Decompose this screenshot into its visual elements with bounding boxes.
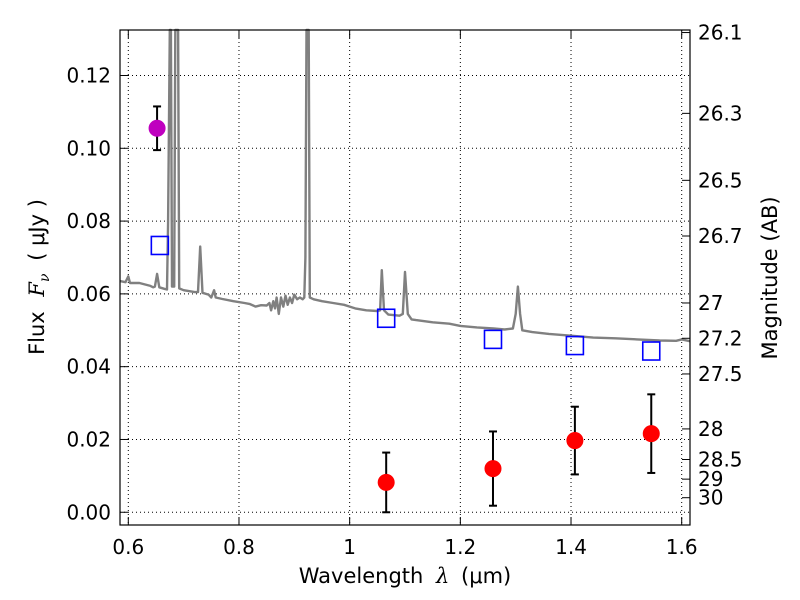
y2-tick-label: 27.5 [698,362,743,386]
y2-axis-label: Magnitude (AB) [758,196,782,359]
model-photometry-point [483,329,503,350]
y-axis-label: Flux Fν ( μJy ) [25,199,54,355]
tick-layer [120,30,690,525]
observed-point [148,119,166,137]
y2-tick-label: 27 [698,291,723,315]
y2-tick-label: 26.1 [698,21,743,45]
observed-point [642,425,660,443]
x-tick-label: 1.6 [666,535,698,559]
x-tick-label: 1.2 [444,535,476,559]
y-tick-label: 0.06 [66,282,111,306]
y2-tick-label: 27.2 [698,326,743,350]
y-tick-label: 0.04 [66,355,111,379]
observed-point [484,460,502,478]
y-tick-label: 0.08 [66,209,111,233]
marker-layer [148,105,661,514]
model-photometry-point [565,335,585,356]
y2-tick-label: 26.3 [698,101,743,125]
y2-tick-label: 28 [698,417,723,441]
model-photometry-point [641,341,661,361]
y-tick-label: 0.10 [66,136,111,160]
observed-point [377,473,395,491]
observed-point [566,432,584,450]
spectrum-line [119,28,691,343]
spectrum-layer [119,28,691,343]
x-tick-labels: 0.6 0.8 1 1.2 1.4 1.6 [112,535,697,559]
x-tick-label: 0.6 [112,535,144,559]
y2-tick-label: 30 [698,486,723,510]
plot-area [119,28,691,526]
model-photometry-point [376,308,396,329]
model-photometry-point [150,235,170,256]
x-tick-label: 0.8 [223,535,255,559]
y2-tick-label: 26.5 [698,168,743,192]
y-tick-label: 0.12 [66,63,111,87]
y-tick-label: 0.00 [66,500,111,524]
y2-tick-label: 29 [698,467,723,491]
x-axis-label: Wavelength λ (μm) [299,564,511,588]
y-tick-label: 0.02 [66,427,111,451]
y2-tick-label: 28.5 [698,447,743,471]
x-tick-label: 1.4 [555,535,587,559]
axes-frame [119,29,691,526]
y2-tick-label: 26.7 [698,224,743,248]
y-tick-labels: 0.00 0.02 0.04 0.06 0.08 0.10 0.12 [66,63,111,524]
x-tick-label: 1 [343,535,356,559]
